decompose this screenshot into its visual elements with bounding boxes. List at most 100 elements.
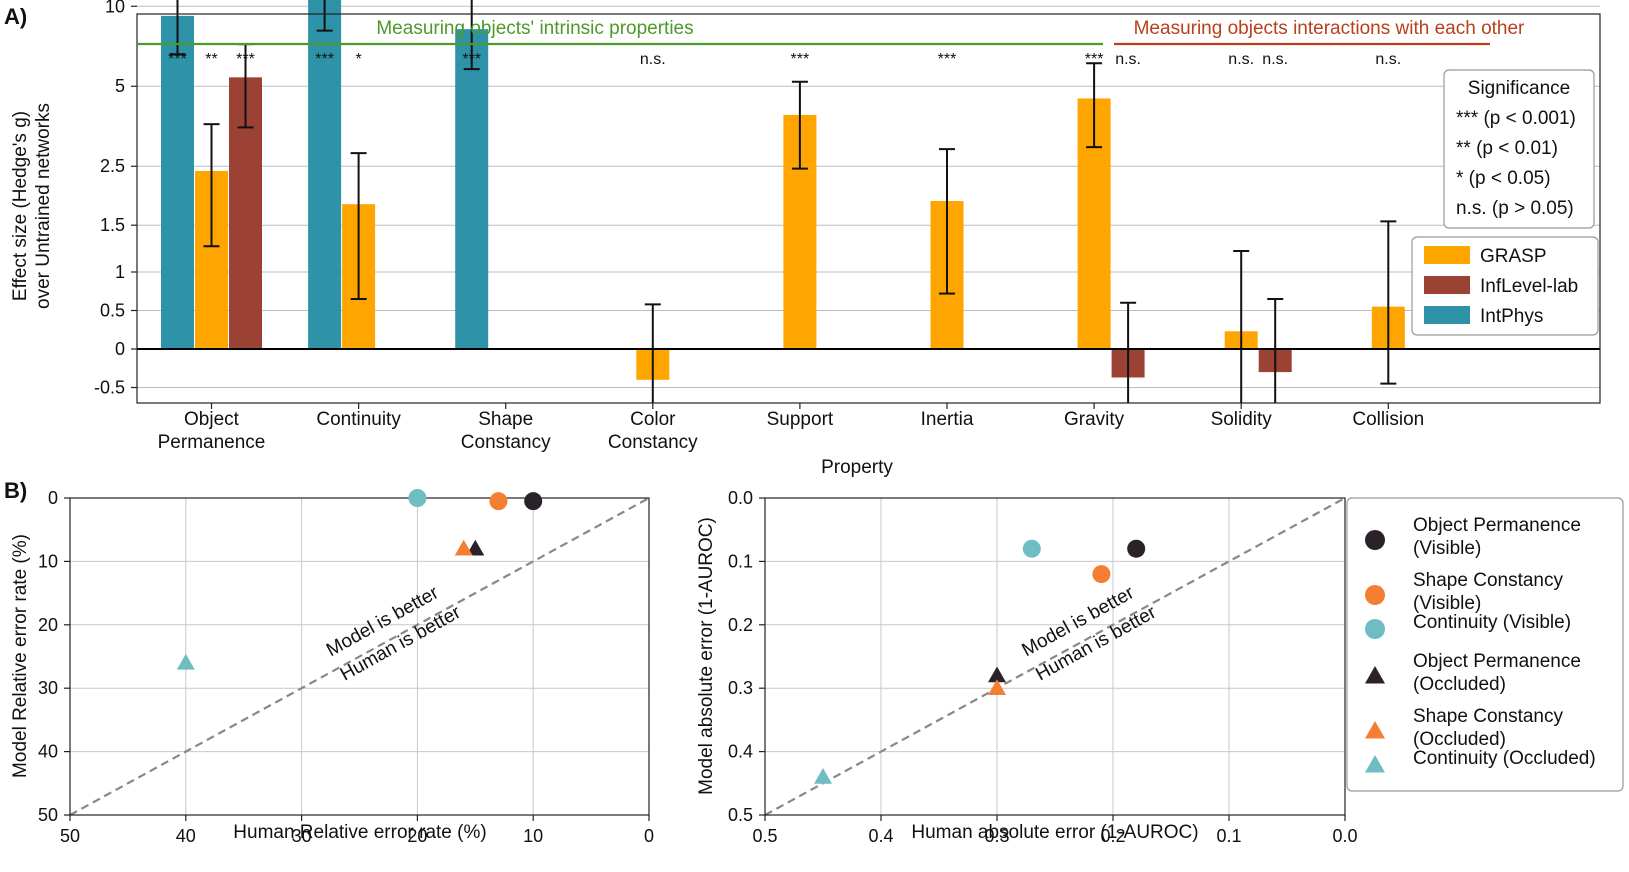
sig-inflevel-object: *** xyxy=(236,51,255,68)
ytick-label-0-5: -0.5 xyxy=(94,378,125,398)
sig-grasp-color: n.s. xyxy=(640,51,666,68)
legend-label-2: Continuity (Visible) xyxy=(1413,612,1571,633)
legend-marker-1 xyxy=(1365,585,1385,605)
xtick-label-3: 20 xyxy=(407,826,427,846)
ytick-label-1: 1 xyxy=(115,262,125,282)
point-continuity-visible xyxy=(408,489,427,507)
panel-a-axes-frame xyxy=(136,13,1601,404)
ytick-label-2: 20 xyxy=(38,615,58,635)
point-shape-constancy-occluded xyxy=(988,679,1006,695)
xtick-label-4: 10 xyxy=(523,826,543,846)
legend-marker-2 xyxy=(1365,619,1385,639)
sig-intphys-continuity: *** xyxy=(315,51,334,68)
legend-label-5: Continuity (Occluded) xyxy=(1413,748,1596,769)
xtick-label-collision: Collision xyxy=(1352,409,1424,430)
point-object-permanence-visible xyxy=(524,492,543,511)
significance-line-2: ** (p < 0.01) xyxy=(1456,138,1558,159)
point-shape-constancy-occluded xyxy=(454,539,473,556)
panel-b-relative-error-scatter: Human Relative error rate (%) Model Rela… xyxy=(10,488,654,846)
bar-intphys-continuity xyxy=(308,0,342,349)
sig-grasp-gravity: *** xyxy=(1085,51,1104,68)
diagonal-reference-line xyxy=(764,497,1346,816)
xtick-label-5: 0.0 xyxy=(1332,826,1357,846)
sig-grasp-inertia: *** xyxy=(938,51,957,68)
legend-label-3: Object Permanence xyxy=(1413,651,1581,672)
ytick-label-0: 0.0 xyxy=(728,488,753,508)
diagonal-reference-line xyxy=(69,497,650,816)
ytick-label-4: 40 xyxy=(38,742,58,762)
ytick-label-3: 0.3 xyxy=(728,678,753,698)
point-continuity-visible xyxy=(1022,539,1041,558)
point-object-permanence-visible xyxy=(1127,539,1146,558)
bar-intphys-shape xyxy=(455,29,489,350)
legend-label-intphys: IntPhys xyxy=(1480,306,1543,327)
sig-grasp-continuity: * xyxy=(355,51,361,68)
xtick-label-0: 50 xyxy=(60,826,80,846)
b1-x-axis-label: Human Relative error rate (%) xyxy=(233,822,486,843)
significance-line-3: * (p < 0.05) xyxy=(1456,168,1551,189)
xtick-label-2: 30 xyxy=(292,826,312,846)
xtick-label-shape: Shape xyxy=(478,409,533,430)
significance-title: Significance xyxy=(1468,78,1570,99)
panel-a-label: A) xyxy=(4,4,27,29)
ytick-label-0-5: 0.5 xyxy=(100,301,125,321)
legend-marker-5 xyxy=(1365,755,1385,773)
xtick-label-solidity: Solidity xyxy=(1211,409,1273,430)
panel-a-y-ticks: -0.500.511.52.551020 xyxy=(94,0,137,398)
xtick-label-1: 0.4 xyxy=(868,826,893,846)
ytick-label-4: 0.4 xyxy=(728,742,753,762)
panel-b-label: B) xyxy=(4,478,27,503)
xtick-label2-constancy-3: Constancy xyxy=(608,432,698,453)
legend-label-sub-1: (Visible) xyxy=(1413,593,1481,614)
xtick-label-object: Object xyxy=(184,409,240,430)
point-object-permanence-occluded xyxy=(988,666,1006,683)
bar-intphys-object xyxy=(161,15,194,349)
legend-swatch-grasp xyxy=(1424,246,1470,264)
legend-marker-4 xyxy=(1365,721,1385,739)
legend-label-sub-4: (Occluded) xyxy=(1413,729,1506,750)
ytick-label-1: 10 xyxy=(38,551,58,571)
significance-line-4: n.s. (p > 0.05) xyxy=(1456,198,1574,219)
b2-y-axis-label: Model absolute error (1-AUROC) xyxy=(696,517,717,795)
ytick-label-10: 10 xyxy=(105,0,125,16)
b1-y-axis-label: Model Relative error rate (%) xyxy=(10,534,31,778)
panel-a-y-axis-label-line1: Effect size (Hedge's g) xyxy=(10,111,31,301)
legend-swatch-inflevel xyxy=(1424,276,1470,294)
xtick-label-5: 0 xyxy=(644,826,654,846)
point-shape-constancy-visible xyxy=(1092,565,1111,584)
xtick-label-continuity: Continuity xyxy=(316,409,401,430)
sig-grasp-collision: n.s. xyxy=(1375,51,1401,68)
xtick-label-4: 0.1 xyxy=(1216,826,1241,846)
legend-label-1: Shape Constancy xyxy=(1413,570,1563,591)
panel-a-error-bars xyxy=(169,0,1397,403)
sig-intphys-object: *** xyxy=(168,51,187,68)
significance-markers: *** *** ***** * n.s. *** *** *** n.s. n.s.*** n.s.… xyxy=(168,51,1401,68)
xtick-label-color: Color xyxy=(630,409,676,430)
significance-legend-box: Significance *** (p < 0.001) ** (p < 0.0… xyxy=(1443,69,1595,229)
xtick-label-inertia: Inertia xyxy=(921,409,974,430)
legend-label-4: Shape Constancy xyxy=(1413,706,1563,727)
panel-a-x-axis-label: Property xyxy=(821,457,893,478)
ytick-label-3: 30 xyxy=(38,678,58,698)
sig-grasp-solidity: n.s. xyxy=(1228,51,1254,68)
point-object-permanence-occluded xyxy=(466,539,485,556)
ytick-label-5: 5 xyxy=(115,76,125,96)
panel-a-bars xyxy=(161,0,1405,380)
panel-a-gridlines xyxy=(137,5,1600,388)
legend-label-0: Object Permanence xyxy=(1413,515,1581,536)
panel-a-y-axis-label-line2: over Untrained networks xyxy=(33,103,54,309)
intrinsic-group-label: Measuring objects' intrinsic properties xyxy=(376,18,693,39)
xtick-label2-constancy-2: Constancy xyxy=(461,432,551,453)
ytick-label-1-5: 1.5 xyxy=(100,215,125,235)
xtick-label-3: 0.2 xyxy=(1100,826,1125,846)
point-continuity-occluded xyxy=(176,653,195,670)
ytick-label-2: 0.2 xyxy=(728,615,753,635)
sig-inflevel-solidity: n.s. xyxy=(1262,51,1288,68)
sig-grasp-object: ** xyxy=(205,51,217,68)
panel-a-bar-chart: A) -0.500.511.52.551020 ObjectPermanence… xyxy=(4,0,1601,478)
significance-line-1: *** (p < 0.001) xyxy=(1456,108,1576,129)
panel-b-absolute-error-scatter: Human absolute error (1-AUROC) Model abs… xyxy=(696,488,1358,846)
scatter-legend: Object Permanence(Visible)Shape Constanc… xyxy=(1346,497,1624,792)
interactions-group-label: Measuring objects interactions with each… xyxy=(1134,18,1525,39)
